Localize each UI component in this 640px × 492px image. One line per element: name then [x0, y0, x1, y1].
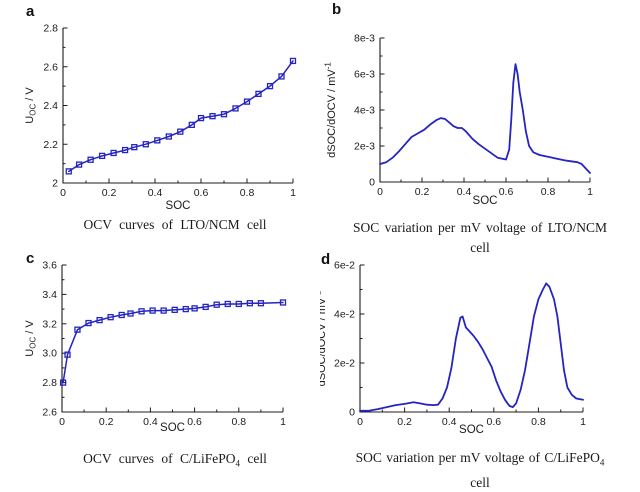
svg-text:0: 0 — [357, 416, 363, 428]
svg-text:SOC: SOC — [473, 195, 498, 207]
chart-ocv-lto-ncm: 0 0.2 0.4 0.6 0.8 1 2 2.2 2.4 2.6 2.8 SOC UOC / V — [24, 23, 297, 212]
svg-text:2.6: 2.6 — [43, 61, 58, 73]
svg-text:2.4: 2.4 — [43, 100, 58, 112]
svg-text:0.4: 0.4 — [143, 416, 158, 428]
svg-text:0: 0 — [59, 416, 65, 428]
panel-letter-a: a — [26, 3, 35, 20]
svg-text:1: 1 — [280, 416, 286, 428]
svg-text:SOC: SOC — [160, 422, 185, 434]
svg-text:SOC: SOC — [166, 200, 191, 212]
chart-ocv-c-lifepo4: 0 0.2 0.4 0.6 0.8 1 2.6 2.8 3.0 3.2 3.4 3.6 SOC UOC /… — [24, 260, 287, 434]
svg-text:0.8: 0.8 — [541, 186, 556, 198]
svg-text:1: 1 — [587, 186, 593, 198]
svg-text:2.6: 2.6 — [42, 407, 57, 419]
svg-text:0.2: 0.2 — [99, 416, 114, 428]
svg-text:2: 2 — [52, 178, 58, 190]
svg-text:2e-2: 2e-2 — [334, 358, 355, 370]
svg-text:0.6: 0.6 — [499, 186, 514, 198]
svg-text:4e-3: 4e-3 — [354, 105, 375, 117]
svg-text:0.8: 0.8 — [240, 187, 255, 199]
svg-text:2.2: 2.2 — [43, 139, 58, 151]
caption-a: OCV curves of LTO/NCM cell — [83, 217, 267, 232]
svg-text:0.6: 0.6 — [486, 416, 501, 428]
caption-d: SOC variation per mV voltage of C/LiFePO… — [355, 450, 605, 490]
svg-text:0.4: 0.4 — [148, 187, 163, 199]
svg-text:0: 0 — [369, 177, 375, 189]
panel-letter-b: b — [332, 1, 342, 18]
panel-c-ocv-c-lifepo4: 0 0.2 0.4 0.6 0.8 1 2.6 2.8 3.0 3.2 3.4 3.6 SOC UOC /… — [0, 242, 320, 484]
svg-text:0.6: 0.6 — [187, 416, 202, 428]
svg-text:6e-3: 6e-3 — [354, 69, 375, 81]
chart-dsoc-docv-c-lifepo4: 0 0.2 0.4 0.6 0.8 1 0 2e-2 4e-2 6e-2 SOC dSOC/dOCV … — [320, 260, 586, 437]
svg-text:0.8: 0.8 — [531, 416, 546, 428]
svg-text:0.4: 0.4 — [457, 186, 472, 198]
caption-b: SOC variation per mV voltage of LTO/NCM c… — [353, 220, 607, 255]
svg-text:1: 1 — [580, 416, 586, 428]
svg-text:0.2: 0.2 — [102, 187, 117, 199]
svg-text:3.4: 3.4 — [42, 289, 57, 301]
svg-text:8e-3: 8e-3 — [354, 33, 375, 45]
panel-letter-d: d — [321, 251, 331, 268]
svg-text:0.2: 0.2 — [397, 416, 412, 428]
svg-text:0.2: 0.2 — [415, 186, 430, 198]
svg-text:UOC / V: UOC / V — [24, 87, 38, 124]
svg-text:4e-2: 4e-2 — [334, 309, 355, 321]
svg-text:0: 0 — [377, 186, 383, 198]
panel-letter-c: c — [26, 250, 35, 267]
svg-text:3.0: 3.0 — [42, 348, 57, 360]
svg-text:0.8: 0.8 — [231, 416, 246, 428]
svg-text:0.4: 0.4 — [442, 416, 457, 428]
svg-text:1: 1 — [290, 187, 296, 199]
svg-text:SOC: SOC — [459, 424, 484, 436]
svg-text:2.8: 2.8 — [43, 23, 58, 35]
panel-a-ocv-lto-ncm: 0 0.2 0.4 0.6 0.8 1 2 2.2 2.4 2.6 2.8 SOC UOC / V a … — [0, 0, 320, 250]
svg-text:UOC / V: UOC / V — [24, 320, 38, 357]
svg-text:0: 0 — [60, 187, 66, 199]
svg-text:2.8: 2.8 — [42, 377, 57, 389]
chart-dsoc-docv-lto-ncm: 0 0.2 0.4 0.6 0.8 1 0 2e-3 4e-3 6e-3 8e-3 SOC dSOC/d… — [324, 33, 594, 208]
svg-text:3.2: 3.2 — [42, 318, 57, 330]
svg-text:3.6: 3.6 — [42, 260, 57, 272]
svg-text:0: 0 — [349, 407, 355, 419]
panel-d-dsoc-docv-c-lifepo4: 0 0.2 0.4 0.6 0.8 1 0 2e-2 4e-2 6e-2 SOC dSOC/dOCV … — [320, 242, 640, 490]
svg-text:0.6: 0.6 — [194, 187, 209, 199]
svg-text:2e-3: 2e-3 — [354, 141, 375, 153]
svg-text:dSOC/dOCV / mV-1: dSOC/dOCV / mV-1 — [320, 290, 328, 386]
svg-text:6e-2: 6e-2 — [334, 260, 355, 272]
svg-text:dSOC/dOCV / mV-1: dSOC/dOCV / mV-1 — [324, 62, 339, 158]
caption-c: OCV curves of C/LiFePO4 cell — [83, 451, 267, 469]
panel-b-dsoc-docv-lto-ncm: 0 0.2 0.4 0.6 0.8 1 0 2e-3 4e-3 6e-3 8e-3 SOC dSOC/d… — [320, 0, 640, 256]
